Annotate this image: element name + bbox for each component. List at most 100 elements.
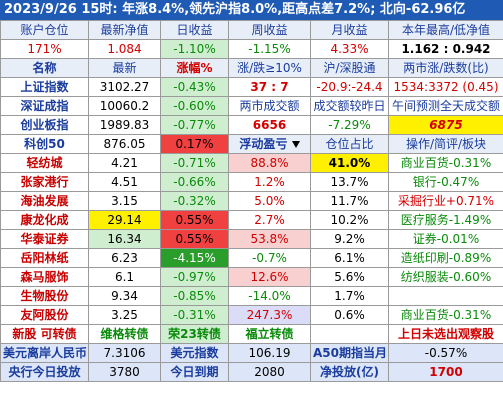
stock-pnl: 53.8% bbox=[228, 229, 311, 249]
stock-note: 医疗服务-1.49% bbox=[388, 210, 503, 230]
header-cell: 两市涨/跌数(比) bbox=[388, 58, 503, 78]
turnover-change-value: -7.29% bbox=[310, 115, 389, 135]
index-change: -0.60% bbox=[160, 96, 229, 116]
stock-price: 6.1 bbox=[88, 267, 161, 287]
dxy-label: 美元指数 bbox=[160, 343, 229, 363]
header-cell: 最新 bbox=[88, 58, 161, 78]
index-price: 10060.2 bbox=[88, 96, 161, 116]
index-change: -0.43% bbox=[160, 77, 229, 97]
stock-note: 证券-0.01% bbox=[388, 229, 503, 249]
stock-name[interactable]: 张家港行 bbox=[0, 172, 89, 192]
index-row: 深证成指 10060.2 -0.60% 两市成交额 成交额较昨日 午间预测全天成… bbox=[0, 96, 503, 116]
index-name[interactable]: 创业板指 bbox=[0, 115, 89, 135]
bond-item[interactable]: 维格转债 bbox=[88, 324, 161, 344]
turnover-value: 6656 bbox=[228, 115, 311, 135]
header-cell: 最新净值 bbox=[88, 20, 161, 40]
stock-note: 纺织服装-0.60% bbox=[388, 267, 503, 287]
holding-row: 轻纺城 4.21 -0.71% 88.8% 41.0% 商业百货-0.31% bbox=[0, 153, 503, 173]
holding-row: 海油发展 3.15 -0.32% 5.0% 11.7% 采掘行业+0.71% bbox=[0, 191, 503, 211]
monthly-return: 4.33% bbox=[310, 39, 389, 59]
stock-weight: 41.0% bbox=[310, 153, 389, 173]
stock-price: 29.14 bbox=[88, 210, 161, 230]
net-injection-label: 净投放(亿) bbox=[310, 362, 389, 382]
stock-pnl: 5.0% bbox=[228, 191, 311, 211]
stock-pnl: 1.2% bbox=[228, 172, 311, 192]
stock-weight: 13.7% bbox=[310, 172, 389, 192]
cursor-icon bbox=[291, 141, 300, 148]
stock-change: -0.97% bbox=[160, 267, 229, 287]
fx-value: 7.3106 bbox=[88, 343, 161, 363]
index-price: 3102.27 bbox=[88, 77, 161, 97]
ipo-bond-label: 新股 可转债 bbox=[0, 324, 89, 344]
stock-weight: 10.2% bbox=[310, 210, 389, 230]
holding-row: 康龙化成 29.14 0.55% 2.7% 10.2% 医疗服务-1.49% bbox=[0, 210, 503, 230]
holding-row: 张家港行 4.51 -0.66% 1.2% 13.7% 银行-0.47% bbox=[0, 172, 503, 192]
page-title: 2023/9/26 15时: 年涨8.4%,领先沪指8.0%,距高点差7.2%;… bbox=[0, 0, 503, 20]
net-value: 1.084 bbox=[88, 39, 161, 59]
stock-name[interactable]: 海油发展 bbox=[0, 191, 89, 211]
index-name[interactable]: 上证指数 bbox=[0, 77, 89, 97]
limit-up-down: 37 : 7 bbox=[228, 77, 311, 97]
stock-name[interactable]: 生物股份 bbox=[0, 286, 89, 306]
holding-row: 友阿股份 3.25 -0.31% 247.3% 0.6% 商业百货-0.31% bbox=[0, 305, 503, 325]
a50-value: -0.57% bbox=[388, 343, 503, 363]
stock-price: 4.21 bbox=[88, 153, 161, 173]
stock-name[interactable]: 友阿股份 bbox=[0, 305, 89, 325]
stock-name[interactable]: 康龙化成 bbox=[0, 210, 89, 230]
account-header-row: 账户仓位 最新净值 日收益 周收益 月收益 本年最高/低净值 bbox=[0, 20, 503, 40]
bond-item[interactable]: 福立转债 bbox=[228, 324, 311, 344]
turnover-change-label: 成交额较昨日 bbox=[310, 96, 389, 116]
stock-change: -0.66% bbox=[160, 172, 229, 192]
stock-name[interactable]: 华泰证券 bbox=[0, 229, 89, 249]
header-cell: 涨幅% bbox=[160, 58, 229, 78]
stock-note: 造纸印刷-0.89% bbox=[388, 248, 503, 268]
weekly-return: -1.15% bbox=[228, 39, 311, 59]
watch-note: 上日未选出观察股 bbox=[388, 324, 503, 344]
stock-change: -0.71% bbox=[160, 153, 229, 173]
stock-pnl: 12.6% bbox=[228, 267, 311, 287]
stock-name[interactable]: 岳阳林纸 bbox=[0, 248, 89, 268]
forecast-label: 午间预测全天成交额 bbox=[388, 96, 503, 116]
index-row: 创业板指 1989.83 -0.77% 6656 -7.29% 6875 bbox=[0, 115, 503, 135]
stock-weight: 1.7% bbox=[310, 286, 389, 306]
fx-row: 美元离岸人民币 7.3106 美元指数 106.19 A50期指当月 -0.57… bbox=[0, 343, 503, 363]
fx-label: 美元离岸人民币 bbox=[0, 343, 89, 363]
stock-pnl: 2.7% bbox=[228, 210, 311, 230]
index-name[interactable]: 深证成指 bbox=[0, 96, 89, 116]
advance-decline: 1534:3372 (0.45) bbox=[388, 77, 503, 97]
holding-row: 岳阳林纸 6.23 -4.15% -0.7% 6.1% 造纸印刷-0.89% bbox=[0, 248, 503, 268]
stock-price: 16.34 bbox=[88, 229, 161, 249]
header-cell: 涨/跌≥10% bbox=[228, 58, 311, 78]
stock-note: 商业百货-0.31% bbox=[388, 153, 503, 173]
stock-price: 3.25 bbox=[88, 305, 161, 325]
maturity-label: 今日到期 bbox=[160, 362, 229, 382]
index-header-row: 名称 最新 涨幅% 涨/跌≥10% 沪/深股通 两市涨/跌数(比) bbox=[0, 58, 503, 78]
stock-pnl: -0.7% bbox=[228, 248, 311, 268]
pboc-row: 央行今日投放 3780 今日到期 2080 净投放(亿) 1700 bbox=[0, 362, 503, 382]
stock-note bbox=[388, 286, 503, 306]
maturity-value: 2080 bbox=[228, 362, 311, 382]
stock-weight: 9.2% bbox=[310, 229, 389, 249]
stock-price: 4.51 bbox=[88, 172, 161, 192]
stock-name[interactable]: 轻纺城 bbox=[0, 153, 89, 173]
holding-row: 森马服饰 6.1 -0.97% 12.6% 5.6% 纺织服装-0.60% bbox=[0, 267, 503, 287]
header-cell: 浮动盈亏 bbox=[228, 134, 311, 154]
header-cell: 沪/深股通 bbox=[310, 58, 389, 78]
stock-note: 银行-0.47% bbox=[388, 172, 503, 192]
bond-item[interactable]: 荣23转债 bbox=[160, 324, 229, 344]
header-cell: 仓位占比 bbox=[310, 134, 389, 154]
stock-pnl: 88.8% bbox=[228, 153, 311, 173]
forecast-value: 6875 bbox=[388, 115, 503, 135]
dxy-value: 106.19 bbox=[228, 343, 311, 363]
position-value: 171% bbox=[0, 39, 89, 59]
index-name[interactable]: 科创50 bbox=[0, 134, 89, 154]
header-cell: 日收益 bbox=[160, 20, 229, 40]
stock-change: -4.15% bbox=[160, 248, 229, 268]
stock-name[interactable]: 森马服饰 bbox=[0, 267, 89, 287]
account-values-row: 171% 1.084 -1.10% -1.15% 4.33% 1.162 : 0… bbox=[0, 39, 503, 59]
stock-change: -0.85% bbox=[160, 286, 229, 306]
stock-price: 6.23 bbox=[88, 248, 161, 268]
holding-row: 生物股份 9.34 -0.85% -14.0% 1.7% bbox=[0, 286, 503, 306]
stock-change: 0.55% bbox=[160, 210, 229, 230]
